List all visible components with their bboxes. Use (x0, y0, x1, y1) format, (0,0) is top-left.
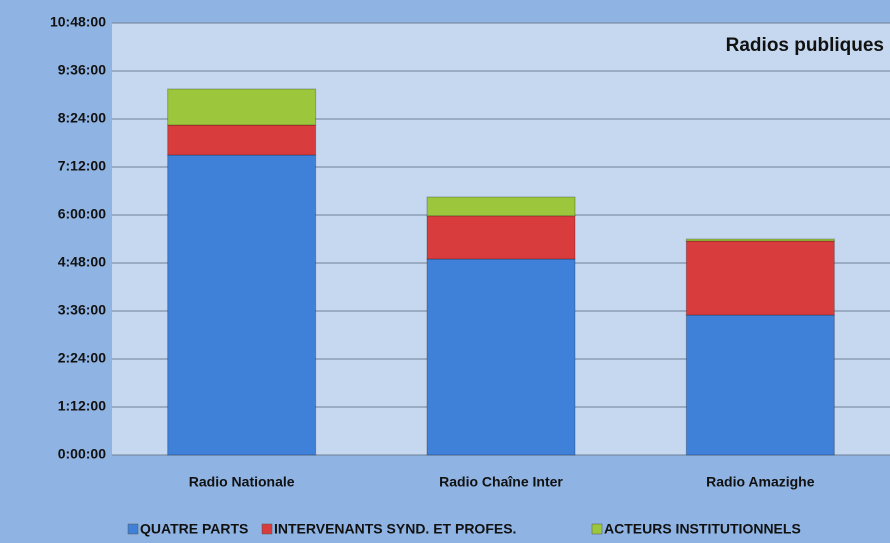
y-tick-label: 10:48:00 (50, 14, 106, 30)
bar-segment (167, 154, 317, 456)
bar-segment (685, 314, 835, 456)
bar-segment (426, 196, 576, 217)
y-tick-label: 7:12:00 (58, 158, 106, 174)
y-tick-label: 0:00:00 (58, 446, 106, 462)
bar-segment (685, 238, 835, 242)
y-tick-label: 2:24:00 (58, 350, 106, 366)
legend-marker (591, 523, 603, 535)
bar-segment (426, 215, 576, 260)
y-tick-label: 4:48:00 (58, 254, 106, 270)
bar-segment (167, 88, 317, 126)
y-tick-label: 6:00:00 (58, 206, 106, 222)
legend-marker (261, 523, 273, 535)
bar-segment (426, 258, 576, 456)
y-tick-label: 9:36:00 (58, 62, 106, 78)
legend-marker (127, 523, 139, 535)
y-tick-label: 3:36:00 (58, 302, 106, 318)
legend-label: QUATRE PARTS (140, 521, 248, 537)
x-tick-label: Radio Chaîne Inter (439, 474, 563, 490)
x-tick-label: Radio Amazighe (706, 474, 815, 490)
bar-segment (167, 124, 317, 156)
y-tick-label: 8:24:00 (58, 110, 106, 126)
legend-label: INTERVENANTS SYND. ET PROFES. (274, 521, 516, 537)
bar-segment (685, 240, 835, 316)
y-tick-label: 1:12:00 (58, 398, 106, 414)
legend-label: ACTEURS INSTITUTIONNELS (604, 521, 801, 537)
x-tick-label: Radio Nationale (189, 474, 295, 490)
chart-title: Radios publiques (726, 35, 884, 56)
